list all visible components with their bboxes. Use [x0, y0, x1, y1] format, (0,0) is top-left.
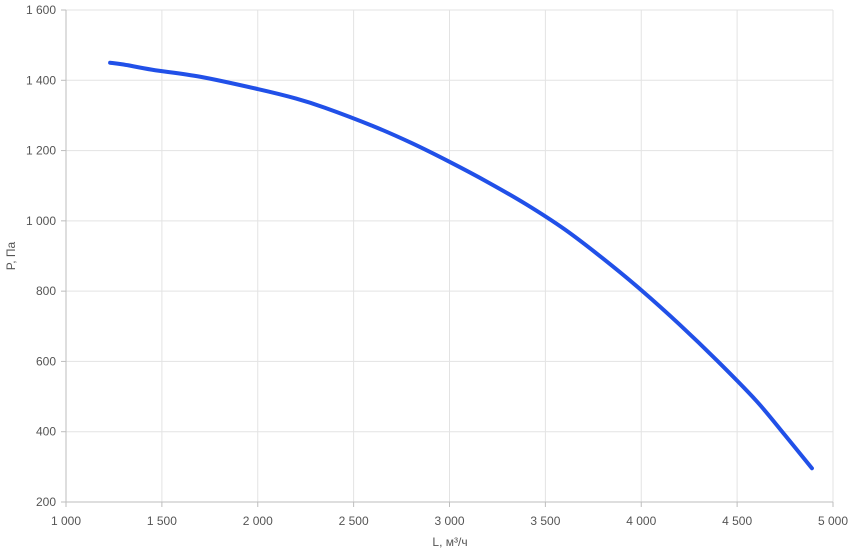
x-tick-label: 3 500	[530, 514, 560, 528]
x-tick-label: 5 000	[818, 514, 848, 528]
x-tick-label: 4 000	[626, 514, 656, 528]
y-tick-label: 400	[36, 425, 56, 439]
x-tick-label: 1 500	[147, 514, 177, 528]
y-tick-label: 1 400	[26, 73, 56, 87]
x-tick-label: 1 000	[51, 514, 81, 528]
y-tick-label: 200	[36, 495, 56, 509]
y-axis-ticks: 200 400 600 800 1 000 1 200 1 400 1 600	[26, 3, 66, 509]
x-tick-label: 2 500	[339, 514, 369, 528]
x-axis-ticks: 1 000 1 500 2 000 2 500 3 000 3 500 4 000 4 500…	[51, 502, 848, 528]
x-tick-label: 4 500	[722, 514, 752, 528]
series-line	[108, 60, 814, 471]
y-axis-title: P, Па	[4, 241, 18, 270]
x-tick-label: 2 000	[243, 514, 273, 528]
x-axis-title: L, м³/ч	[432, 535, 467, 549]
y-tick-label: 1 200	[26, 144, 56, 158]
vertical-gridlines	[65, 10, 834, 502]
series-layer	[108, 60, 814, 471]
y-tick-label: 1 000	[26, 214, 56, 228]
x-tick-label: 3 000	[434, 514, 464, 528]
y-tick-label: 1 600	[26, 3, 56, 17]
y-tick-label: 600	[36, 354, 56, 368]
y-tick-label: 800	[36, 284, 56, 298]
